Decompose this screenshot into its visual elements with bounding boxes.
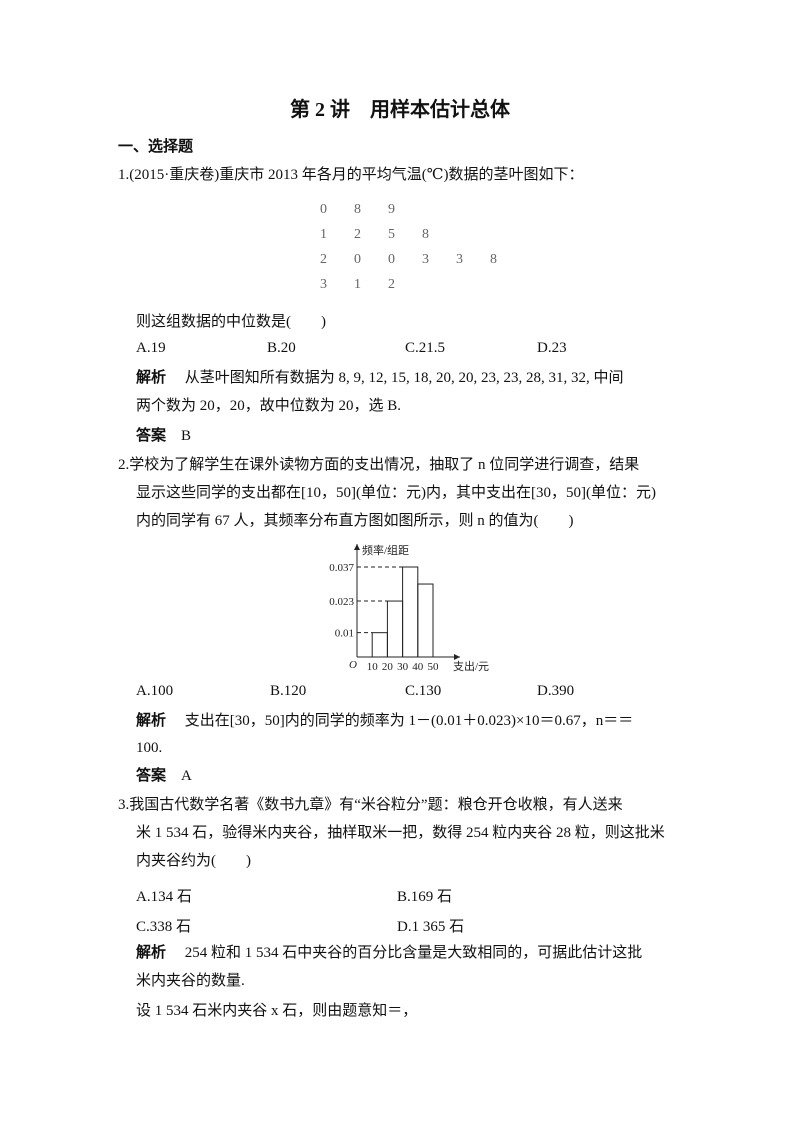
option-a: A.19 (136, 340, 166, 356)
option-d: D.23 (537, 340, 567, 356)
leaf-value: 8 (354, 202, 361, 217)
y-tick-label: 0.023 (329, 596, 354, 608)
leaf-value: 9 (388, 202, 395, 217)
q2-stem-2: 显示这些同学的支出都在[10，50](单位：元)内，其中支出在[30，50](单… (136, 485, 656, 501)
x-tick-label: 20 (382, 661, 394, 673)
option-c: C.130 (405, 683, 442, 699)
stem-value: 1 (320, 227, 327, 242)
leaf-value: 2 (388, 277, 395, 292)
x-tick-label: 30 (397, 661, 409, 673)
stem-value: 3 (320, 277, 327, 292)
answer-label: 答案 (136, 768, 167, 784)
leaf-value: 8 (422, 227, 429, 242)
x-tick-label: 40 (412, 661, 424, 673)
y-tick-label: 0.037 (329, 562, 354, 574)
q1-question: 则这组数据的中位数是( ) (136, 314, 326, 330)
histogram-bar (402, 566, 419, 658)
leaf-value: 3 (456, 252, 463, 267)
q1-analysis-2: 两个数为 20，20，故中位数为 20，选 B. (136, 398, 402, 414)
q3-analysis-2: 米内夹谷的数量. (136, 973, 245, 989)
q3-analysis-1: 254 粒和 1 534 石中夹谷的百分比含量是大致相同的，可据此估计这批 (184, 945, 643, 961)
leaf-value: 3 (422, 252, 429, 267)
histogram-bar (371, 632, 388, 658)
q1-answer: B (181, 428, 192, 444)
leaf-value: 1 (354, 277, 361, 292)
option-a: A.100 (136, 683, 174, 699)
leaf-value: 0 (354, 252, 361, 267)
x-axis-arrow (454, 654, 460, 660)
analysis-label: 解析 (136, 713, 167, 729)
leaf-value: 0 (388, 252, 395, 267)
option-c: C.338 石 (136, 919, 192, 935)
option-c: C.21.5 (405, 340, 446, 356)
q2-answer: A (181, 768, 192, 784)
x-tick-label: 10 (367, 661, 379, 673)
q2-stem-1: 2.学校为了解学生在课外读物方面的支出情况，抽取了 n 位同学进行调查，结果 (118, 457, 640, 473)
option-b: B.120 (270, 683, 307, 699)
q3-stem-2: 米 1 534 石，验得米内夹谷，抽样取米一把，数得 254 粒内夹谷 28 粒… (136, 825, 665, 841)
section-heading: 一、选择题 (118, 139, 194, 155)
analysis-label: 解析 (136, 945, 167, 961)
histogram-bar (386, 600, 404, 658)
q2-analysis-2: 100. (136, 740, 163, 756)
analysis-label: 解析 (136, 370, 167, 386)
q1-analysis-1: 从茎叶图知所有数据为 8, 9, 12, 15, 18, 20, 20, 23,… (184, 370, 624, 386)
y-axis-arrow (354, 544, 360, 550)
option-a: A.134 石 (136, 889, 192, 905)
stem-value: 2 (320, 252, 327, 267)
page-title: 第 2 讲 用样本估计总体 (290, 99, 510, 121)
leaf-value: 8 (490, 252, 497, 267)
leaf-value: 2 (354, 227, 361, 242)
q3-stem-1: 3.我国古代数学名著《数书九章》有“米谷粒分”题：粮仓开仓收粮，有人送来 (118, 797, 623, 813)
origin-label: O (349, 659, 357, 671)
option-b: B.169 石 (397, 889, 453, 905)
q2-stem-3: 内的同学有 67 人，其频率分布直方图如图所示，则 n 的值为( ) (136, 513, 574, 529)
leaf-value: 5 (388, 227, 395, 242)
x-tick-label: 50 (428, 661, 440, 673)
q3-analysis-3: 设 1 534 石米内夹谷 x 石，则由题意知＝， (136, 1003, 418, 1019)
q2-analysis-1: 支出在[30，50]内的同学的频率为 1－(0.01＋0.023)×10＝0.6… (184, 713, 634, 729)
option-d: D.390 (537, 683, 575, 699)
q1-stem: 1.(2015·重庆卷)重庆市 2013 年各月的平均气温(℃)数据的茎叶图如下… (118, 167, 584, 183)
option-d: D.1 365 石 (397, 919, 465, 935)
x-axis-label: 支出/元 (453, 659, 489, 673)
answer-label: 答案 (136, 428, 167, 444)
histogram-bar (417, 583, 434, 658)
option-b: B.20 (267, 340, 296, 356)
q3-stem-3: 内夹谷约为( ) (136, 853, 251, 869)
stem-value: 0 (320, 202, 327, 217)
y-axis-label: 频率/组距 (362, 543, 409, 557)
y-tick-label: 0.01 (335, 628, 354, 640)
